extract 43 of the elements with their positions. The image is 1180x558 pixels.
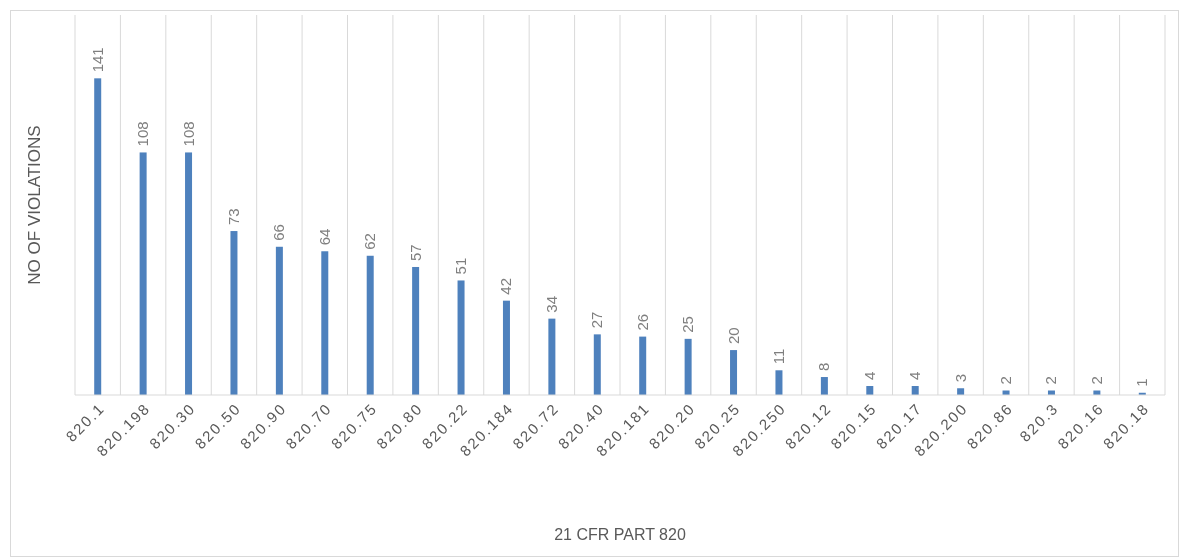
data-label: 73 [224, 208, 242, 226]
data-label: 62 [361, 233, 379, 250]
data-label: 3 [951, 373, 969, 383]
data-label: 42 [497, 277, 515, 295]
bar [321, 251, 329, 395]
data-label: 1 [1133, 378, 1151, 387]
bar [275, 246, 283, 395]
data-label: 4 [906, 371, 924, 381]
bar [775, 370, 783, 395]
data-label: 11 [769, 348, 787, 365]
bar [639, 336, 647, 395]
data-label: 2 [1042, 376, 1060, 385]
data-label: 64 [315, 228, 333, 246]
bar [820, 377, 828, 395]
data-label: 57 [406, 244, 424, 261]
data-label: 25 [679, 316, 697, 333]
data-label: 8 [815, 362, 833, 372]
bar [139, 152, 147, 395]
bar [548, 318, 556, 395]
data-label: 26 [633, 313, 651, 331]
data-label: 4 [860, 371, 878, 381]
data-label: 108 [134, 121, 152, 147]
bar [366, 255, 374, 395]
bar [593, 334, 601, 395]
bar [185, 152, 193, 395]
bar [412, 266, 420, 395]
data-label: 141 [88, 47, 106, 73]
data-label: 108 [179, 121, 197, 147]
data-label: 2 [1087, 376, 1105, 385]
bar [94, 78, 102, 395]
x-axis-title: 21 CFR PART 820 [554, 526, 686, 543]
data-label: 2 [997, 376, 1015, 385]
data-label: 27 [588, 311, 606, 329]
bar [230, 231, 238, 395]
data-label: 66 [270, 224, 288, 241]
bar [730, 350, 738, 395]
data-label: 20 [724, 327, 742, 345]
bar [457, 280, 465, 395]
bar [684, 338, 692, 395]
data-label: 34 [542, 295, 560, 313]
data-label: 51 [452, 257, 470, 275]
bar [502, 300, 510, 395]
y-axis-title: NO OF VIOLATIONS [25, 125, 44, 285]
